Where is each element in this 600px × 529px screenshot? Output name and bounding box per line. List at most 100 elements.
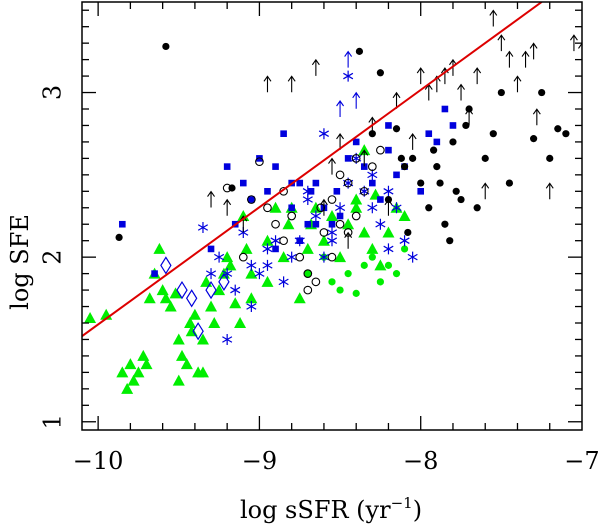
data-point [246,301,257,313]
data-point [399,235,410,247]
data-point [304,220,312,228]
data-point [335,170,345,180]
data-point [377,196,384,203]
data-point [462,121,470,130]
data-point [205,300,218,312]
tick-labels: −10 −9 −8 −7 1 2 3 [39,85,600,475]
data-point [327,195,337,204]
data-point [287,211,297,221]
data-point [489,130,497,138]
data-point [318,251,329,263]
data-point [287,75,296,93]
data-point [360,149,369,167]
data-point [119,220,126,228]
data-point [344,231,353,249]
axis-ticks [82,2,582,430]
data-point [295,252,305,262]
data-point [376,278,384,286]
data-point [529,42,538,60]
data-point [336,212,344,220]
data-point [408,132,417,150]
data-point [359,186,369,196]
data-point [333,188,341,195]
data-point [261,234,274,246]
data-point [221,251,234,263]
data-point [521,50,530,68]
data-point [140,358,153,370]
data-point [449,122,457,129]
data-point [417,179,425,187]
data-point [360,163,368,170]
data-point [344,155,352,162]
data-point [271,219,280,229]
data-point [162,42,170,51]
data-point [269,201,282,213]
data-point [286,251,297,263]
data-point [446,237,454,245]
data-point [296,179,304,187]
data-point [336,286,344,294]
x-tick-label: −8 [403,447,438,475]
y-tick-label: 1 [39,414,67,429]
data-point [392,91,401,109]
data-point [457,195,465,204]
data-point [137,349,150,361]
data-point [116,366,129,378]
data-point [335,219,345,229]
data-point [294,235,305,247]
data-point [366,242,379,254]
data-point [497,88,505,97]
data-point [248,196,255,203]
data-point [355,47,364,55]
data-point [481,182,490,200]
data-point [343,70,354,82]
data-point [441,220,449,228]
data-point [301,242,314,254]
data-point [310,210,321,222]
data-point [497,34,506,52]
data-point [159,292,172,304]
data-point [416,67,425,85]
data-point [151,270,158,277]
data-point [214,251,225,263]
data-point [326,235,338,247]
data-point [302,185,313,197]
data-point [196,366,209,378]
data-point [207,190,215,208]
data-point [143,292,156,304]
data-point [229,297,242,309]
data-point [425,204,433,212]
data-point [263,203,272,213]
x-tick-label: −9 [242,447,277,475]
data-point [352,91,361,109]
plot-frame [81,1,583,431]
x-axis-label-main: log sSFR (yr [240,496,391,524]
data-point [554,125,562,133]
data-point [407,251,418,263]
data-point [489,9,498,27]
data-point [245,292,258,304]
data-point [392,270,401,278]
data-point [172,333,185,345]
data-point [336,100,345,117]
data-point [449,138,457,146]
data-point [335,202,346,214]
data-point [307,188,315,195]
data-point [205,268,217,280]
data-point [121,382,134,394]
data-point [115,233,123,241]
data-point [384,261,393,269]
data-point [288,204,295,212]
data-point [417,188,425,195]
data-point [153,242,166,254]
data-point [262,243,273,255]
data-point [376,69,384,77]
data-point [184,317,197,328]
data-point [530,135,538,143]
data-point [383,243,394,255]
data-point [505,179,514,187]
data-point [318,128,329,140]
data-point [457,83,465,101]
data-point [328,278,336,286]
data-point [344,50,353,68]
